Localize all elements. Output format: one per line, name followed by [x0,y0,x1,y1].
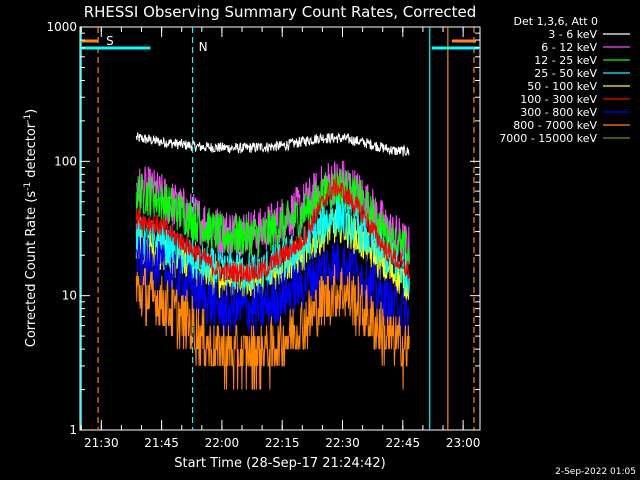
series-layer [135,132,410,390]
x-tick-label: 22:30 [325,436,360,450]
series-line [135,176,410,285]
legend-header: Det 1,3,6, Att 0 [514,15,598,28]
legend-entry-label: 6 - 12 keV [541,41,597,54]
y-axis-label: Corrected Count Rate (s-1 detector-1) [23,109,39,347]
legend-entry-label: 800 - 7000 keV [513,119,597,132]
legend-entry-label: 100 - 300 keV [520,93,597,106]
plot-frame [79,26,481,431]
legend-entry-label: 3 - 6 keV [548,28,597,41]
legend-entry-label: 12 - 25 keV [534,54,597,67]
x-tick-label: 22:45 [386,436,421,450]
x-tick-label: 21:30 [84,436,119,450]
series-line [135,169,410,270]
series-line [135,132,410,157]
x-axis: 21:30 21:45 22:00 22:15 22:30 22:45 23:00 [80,27,481,450]
y-tick-label: 1000 [46,20,77,34]
legend-entry-label: 50 - 100 keV [527,80,597,93]
x-axis-label: Start Time (28-Sep-17 21:24:42) [174,456,385,471]
x-tick-label: 21:45 [144,436,179,450]
x-tick-label: 22:00 [205,436,240,450]
y-axis: 1 10 100 1000 [46,20,480,437]
series-line [136,236,410,340]
x-tick-label: 22:15 [265,436,300,450]
y-tick-label: 10 [62,289,77,303]
series-line [135,195,410,296]
y-tick-label: 1 [69,423,77,437]
flag-label-s: S [106,34,114,48]
timestamp: 2-Sep-2022 01:05 [555,467,636,477]
flag-label-n: N [199,40,208,54]
x-tick-label: 23:00 [446,436,481,450]
chart-title: RHESSI Observing Summary Count Rates, Co… [84,3,477,21]
legend-entry-label: 25 - 50 keV [534,67,597,80]
series-line [135,264,410,390]
y-tick-label: 100 [54,154,77,168]
legend-entry-label: 300 - 800 keV [520,106,597,119]
legend-entry-label: 7000 - 15000 keV [499,132,597,145]
